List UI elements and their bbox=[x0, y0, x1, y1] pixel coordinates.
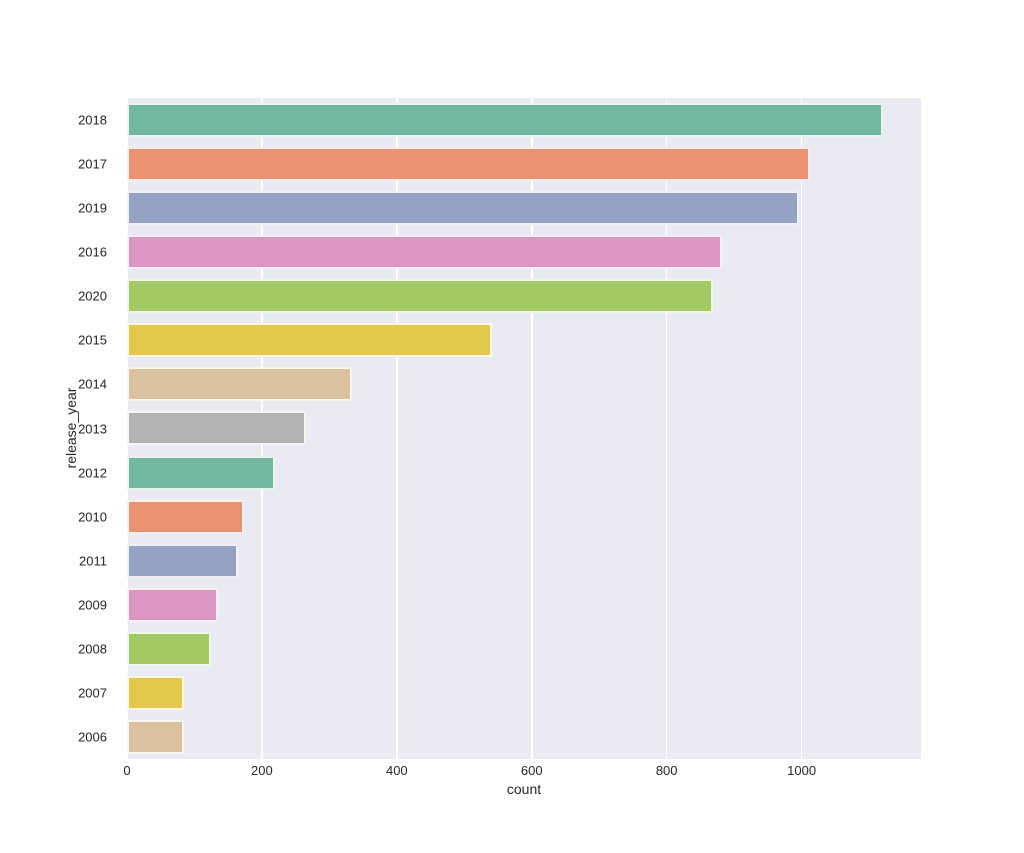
ytick-label-2007: 2007 bbox=[78, 685, 107, 701]
ytick-label-2020: 2020 bbox=[78, 288, 107, 304]
x-axis-tick-labels: 0 200 400 600 800 1000 bbox=[123, 763, 921, 779]
x-axis-title: count bbox=[506, 781, 542, 797]
bar-row-2019 bbox=[127, 186, 921, 230]
ytick-label-2017: 2017 bbox=[78, 156, 107, 172]
bar-2020 bbox=[127, 279, 713, 314]
ytick-label-2014: 2014 bbox=[78, 376, 107, 392]
ytick-label-2009: 2009 bbox=[78, 597, 107, 613]
bar-2017 bbox=[127, 147, 810, 182]
y-axis-tick-labels: 2018 2017 2019 2016 2020 2015 2014 2013 2012 2010… bbox=[0, 98, 117, 759]
xtick-label-1000: 1000 bbox=[787, 763, 817, 778]
bar-2008 bbox=[127, 631, 212, 666]
xtick-label-0: 0 bbox=[123, 763, 131, 778]
bar-row-2016 bbox=[127, 230, 921, 274]
bar-row-2013 bbox=[127, 406, 921, 450]
xtick-label-200: 200 bbox=[251, 763, 273, 778]
bar-2006 bbox=[127, 719, 185, 754]
bar-2013 bbox=[127, 411, 307, 446]
bar-row-2009 bbox=[127, 583, 921, 627]
ytick-label-2011: 2011 bbox=[79, 553, 107, 569]
bar-2016 bbox=[127, 235, 722, 270]
bar-2014 bbox=[127, 367, 353, 402]
bar-row-2014 bbox=[127, 362, 921, 406]
ytick-label-2018: 2018 bbox=[78, 112, 107, 128]
bar-row-2012 bbox=[127, 451, 921, 495]
gridline-x-800 bbox=[665, 98, 668, 759]
gridline-x-1000 bbox=[800, 98, 803, 759]
bar-2011 bbox=[127, 543, 238, 578]
bar-2012 bbox=[127, 455, 275, 490]
bar-row-2008 bbox=[127, 627, 921, 671]
ytick-label-2016: 2016 bbox=[78, 244, 107, 260]
plot-area bbox=[126, 98, 921, 759]
bar-2007 bbox=[127, 675, 185, 710]
gridline-x-600 bbox=[530, 98, 533, 759]
ytick-label-2019: 2019 bbox=[78, 200, 107, 216]
xtick-label-400: 400 bbox=[385, 763, 408, 778]
xtick-label-600: 600 bbox=[520, 763, 543, 778]
bar-row-2020 bbox=[127, 274, 921, 318]
bar-row-2010 bbox=[127, 495, 921, 539]
ytick-label-2010: 2010 bbox=[78, 509, 107, 525]
xtick-label-800: 800 bbox=[655, 763, 678, 778]
ytick-label-2008: 2008 bbox=[78, 641, 107, 657]
ytick-label-2015: 2015 bbox=[78, 332, 107, 348]
ytick-label-2012: 2012 bbox=[78, 465, 107, 481]
ytick-label-2006: 2006 bbox=[78, 729, 107, 745]
bar-2015 bbox=[127, 323, 492, 358]
bar-2019 bbox=[127, 191, 799, 226]
bar-row-2015 bbox=[127, 318, 921, 362]
ytick-label-2013: 2013 bbox=[78, 421, 107, 436]
bar-row-2011 bbox=[127, 539, 921, 583]
gridline-x-400 bbox=[396, 98, 398, 759]
bar-row-2007 bbox=[127, 671, 921, 715]
bar-row-2017 bbox=[127, 142, 921, 186]
bar-2018 bbox=[127, 103, 884, 138]
bar-2010 bbox=[127, 499, 244, 534]
bar-2009 bbox=[127, 587, 219, 622]
bar-row-2018 bbox=[127, 98, 921, 142]
bar-row-2006 bbox=[127, 715, 921, 759]
